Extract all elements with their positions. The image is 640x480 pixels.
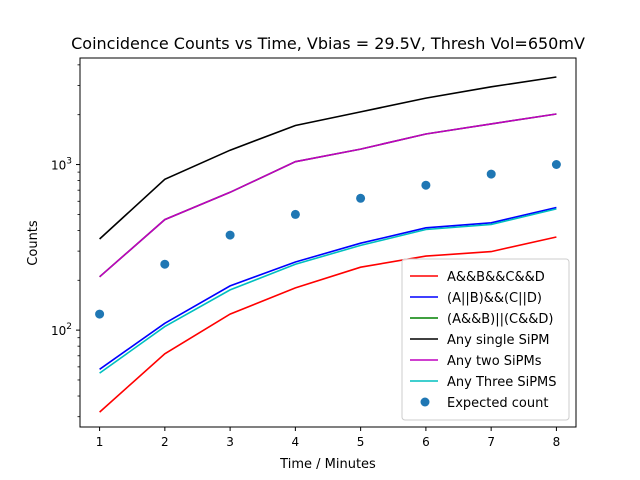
x-tick-label: 2: [161, 435, 169, 449]
y-axis-label: Counts: [26, 220, 41, 266]
legend-label-any-three-sipms: Any Three SiPMS: [447, 375, 557, 390]
axes-frame: [79, 57, 577, 428]
expected-count-point-6: [421, 180, 431, 190]
series-line-3-any-single-sipm: [99, 76, 557, 240]
legend-label-a-b-c-d: A&&B&&C&&D: [447, 270, 545, 285]
legend: A&&B&&C&&D (A||B)&&(C||D) (A&&B)||(C&&D) An…: [401, 258, 570, 421]
x-axis: 1 2 3 4 5 6 7 8: [96, 427, 560, 449]
y-axis: 102 103: [51, 64, 80, 418]
x-axis-label: Time / Minutes: [279, 457, 376, 472]
legend-marker-expected-count: [420, 397, 430, 407]
expected-count-point-8: [551, 160, 561, 169]
y-tick-label: 103: [51, 157, 72, 173]
expected-count-point-4: [290, 209, 300, 219]
y-tick-label: 102: [51, 322, 72, 338]
x-tick-label: 4: [292, 435, 300, 449]
series-line-5-any-three-sipms: [99, 208, 557, 374]
legend-label-any-single-sipm: Any single SiPM: [447, 333, 550, 348]
series-line-4-any-two-sipms: [99, 113, 557, 278]
chart-title: Coincidence Counts vs Time, Vbias = 29.5…: [71, 34, 585, 53]
expected-count-point-5: [356, 193, 366, 203]
legend-box: [401, 258, 570, 421]
x-tick-label: 8: [553, 435, 561, 449]
expected-count-point-1: [95, 309, 105, 319]
expected-count-point-7: [486, 169, 496, 179]
x-tick-label: 6: [422, 435, 430, 449]
series-line-1-a-b-c-d: [99, 206, 557, 370]
expected-count-point-2: [160, 259, 170, 269]
series-line-0-a-b-c-d: [99, 236, 557, 413]
legend-label-a-b-c-d: (A&&B)||(C&&D): [447, 312, 554, 327]
x-tick-label: 7: [487, 435, 495, 449]
expected-count-point-3: [225, 230, 235, 240]
legend-label-expected-count: Expected count: [447, 396, 548, 411]
legend-label-any-two-sipms: Any two SiPMs: [447, 354, 542, 369]
legend-label-a-b-c-d: (A||B)&&(C||D): [447, 291, 542, 306]
x-tick-label: 5: [357, 435, 365, 449]
x-tick-label: 3: [226, 435, 234, 449]
x-tick-label: 1: [96, 435, 104, 449]
plot-area: [95, 76, 561, 413]
